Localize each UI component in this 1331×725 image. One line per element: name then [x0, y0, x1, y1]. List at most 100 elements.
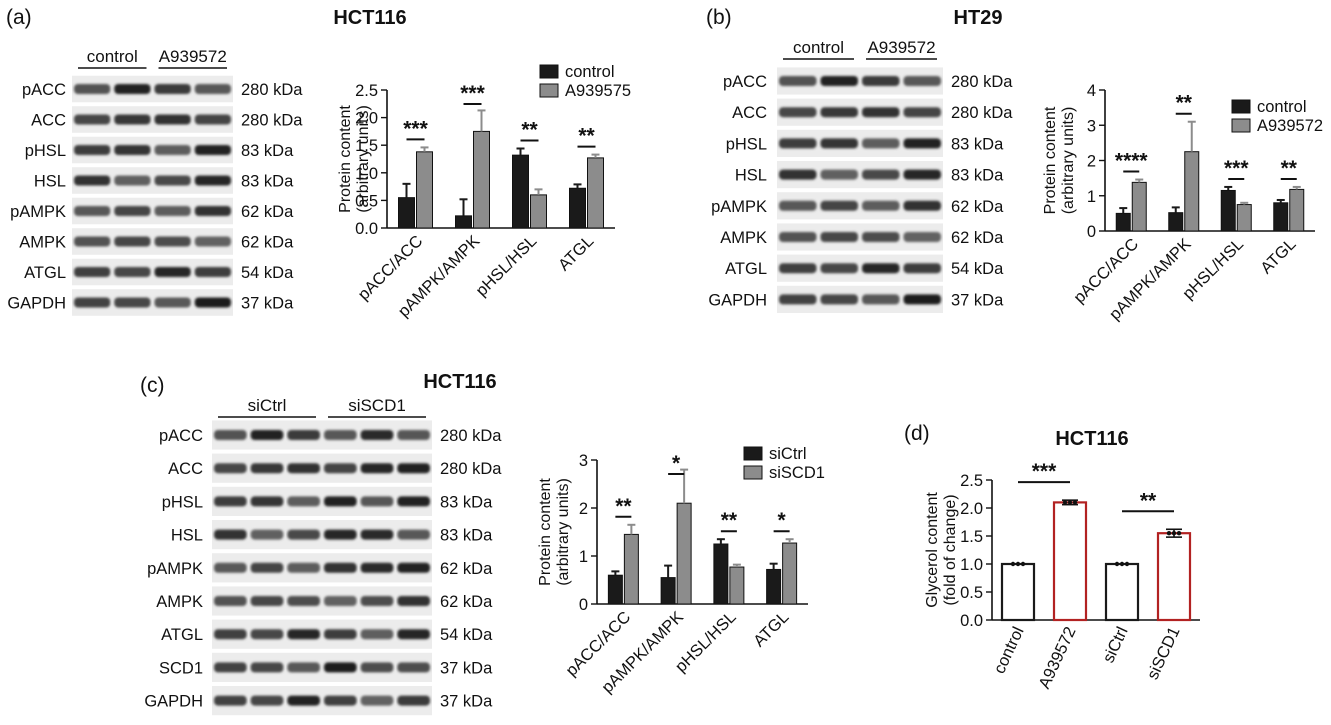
blot-row-label: ACC [732, 104, 767, 122]
blot-band [779, 200, 817, 211]
y-axis-label-line: (arbitrary units) [355, 105, 372, 213]
blot-band [214, 463, 247, 474]
blot-band [74, 267, 111, 277]
blot-band [194, 114, 231, 125]
blot-band [154, 114, 191, 125]
blot-row-label: pACC [723, 73, 767, 91]
blot-strip [212, 486, 432, 516]
y-tick-label: 1 [579, 548, 588, 566]
blot-band [250, 596, 284, 606]
legend-swatch [1231, 118, 1251, 133]
blot-band [214, 662, 247, 673]
significance-stars: ** [1176, 92, 1193, 115]
blot-band [779, 263, 817, 274]
significance-stars: *** [460, 82, 485, 105]
blot-size-label: 280 kDa [440, 427, 502, 445]
bar [569, 187, 586, 229]
blot-row-label: GAPDH [144, 693, 203, 711]
blot-size-label: 37 kDa [440, 659, 493, 677]
blot-strip [212, 586, 432, 616]
y-axis-label-line: Protein content [337, 105, 354, 213]
blot-size-label: 54 kDa [241, 264, 294, 282]
blot-band [862, 232, 900, 242]
blot-band [287, 562, 320, 573]
blot-size-label: 83 kDa [440, 493, 493, 511]
blot-band [360, 695, 394, 706]
bar [676, 502, 692, 605]
blot-row-label: ATGL [161, 626, 203, 644]
blot-band [324, 596, 357, 606]
blot-band [779, 294, 817, 305]
blot-band [74, 145, 111, 155]
blot-band [287, 463, 320, 474]
blot-band [74, 84, 111, 94]
blot-band [324, 562, 357, 573]
blot-band [194, 267, 231, 277]
blot-row-label: pHSL [162, 493, 203, 511]
blot-row-label: SCD1 [159, 659, 203, 677]
y-axis-label-line: Glycerol content [924, 492, 941, 608]
y-tick-label: 2.5 [355, 82, 378, 100]
panel-letter-c: (c) [140, 374, 165, 397]
blot-band [154, 175, 191, 186]
blot-size-label: 280 kDa [951, 73, 1013, 91]
blot-band [820, 107, 858, 118]
blot-band [214, 596, 247, 606]
data-point [1062, 500, 1068, 505]
blot-group-label: control [793, 38, 844, 57]
y-axis-label-line: (fold of change) [942, 494, 959, 605]
y-tick-label: 1.0 [355, 165, 378, 183]
y-tick-label: 2.0 [355, 110, 378, 128]
significance-stars: ** [721, 509, 738, 532]
blot-size-label: 37 kDa [241, 295, 294, 313]
y-axis-label: Glycerol content(fold of change) [924, 492, 959, 608]
blot-band [250, 629, 284, 640]
significance-stars: ** [615, 495, 632, 518]
blot-band [214, 529, 247, 540]
blot-band [360, 496, 394, 507]
bar [1220, 189, 1236, 232]
blot-strip [212, 520, 432, 550]
y-axis-label-line: (arbitrary units) [555, 478, 572, 586]
blot-band [74, 206, 111, 216]
blot-band [397, 463, 430, 474]
blot-row-label: AMPK [720, 229, 767, 247]
blot-band [74, 175, 111, 186]
blot-size-label: 83 kDa [440, 527, 493, 545]
blot-row-label: HSL [171, 527, 203, 545]
data-point [1010, 561, 1016, 567]
panel-letter-a: (a) [6, 6, 32, 29]
y-tick-label: 1.0 [960, 556, 983, 574]
blot-band [779, 138, 817, 149]
x-tick-label: siCtrl [1099, 624, 1131, 666]
y-tick-label: 0.0 [355, 220, 378, 238]
blot-size-label: 62 kDa [440, 593, 493, 611]
bar [1000, 562, 1036, 622]
legend-swatch [539, 83, 559, 98]
blot-band [903, 200, 941, 211]
blot-size-label: 62 kDa [241, 234, 294, 252]
bar [1115, 212, 1131, 232]
blot-size-label: 62 kDa [241, 203, 294, 221]
blot-band [862, 107, 900, 118]
blot-band [214, 430, 247, 440]
blot-band [862, 169, 900, 180]
legend-label: A939575 [565, 82, 631, 100]
data-point [1119, 561, 1125, 567]
bar [713, 543, 729, 605]
blot-size-label: 62 kDa [440, 560, 493, 578]
blot-row-label: pHSL [25, 142, 66, 160]
y-tick-label: 2 [1087, 153, 1096, 171]
x-tick-label: control [990, 624, 1027, 676]
western-blot-b: control A939572 pACC 280 kDa ACC 280 kDa pHSL 8… [708, 38, 1013, 313]
blot-band [250, 496, 284, 507]
bar [455, 215, 472, 229]
blot-band [250, 695, 284, 706]
y-tick-label: 0.0 [960, 612, 983, 630]
y-tick-label: 0 [1087, 223, 1096, 241]
blot-group-label: A939572 [867, 38, 935, 57]
blot-band [287, 430, 320, 440]
blot-band [74, 236, 111, 247]
blot-band [903, 263, 941, 274]
